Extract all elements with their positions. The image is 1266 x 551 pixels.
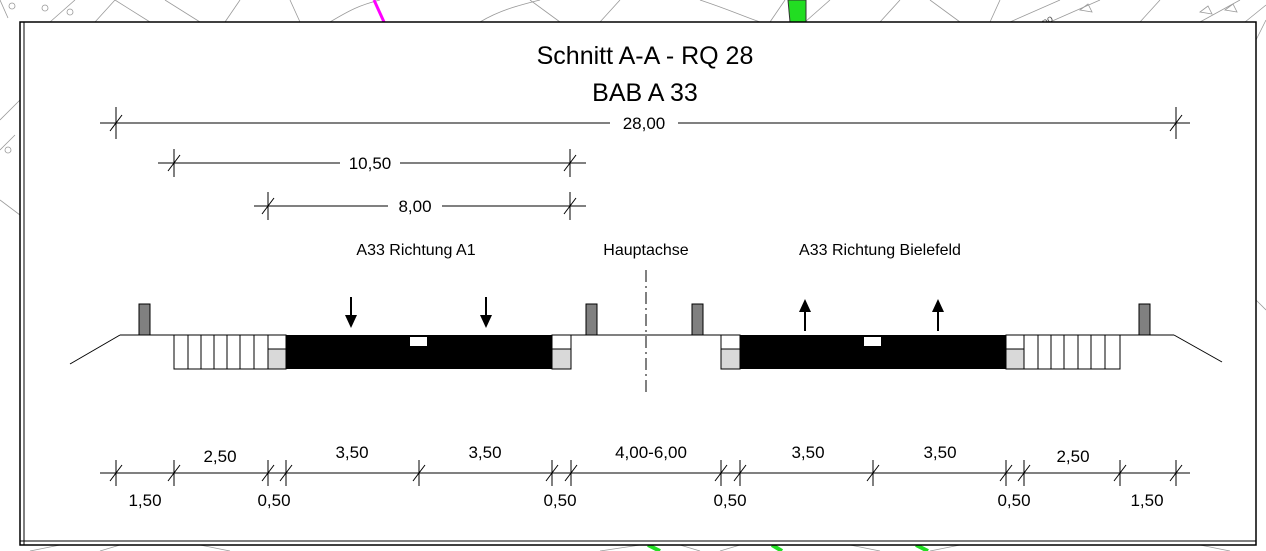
dim-bottom-3-50-b: 3,50 bbox=[468, 443, 501, 462]
direction-arrow-down-1 bbox=[345, 297, 357, 328]
dim-bottom-2-50-left: 2,50 bbox=[203, 447, 236, 466]
dimension-10-50: 10,50 bbox=[349, 154, 392, 173]
post-right-median bbox=[691, 303, 704, 336]
bottom-dimensions bbox=[100, 460, 1190, 486]
dim-bottom-3-50-d: 3,50 bbox=[923, 443, 956, 462]
dim-bottom-median: 4,00-6,00 bbox=[615, 443, 687, 462]
dim-bottom-1-50-right: 1,50 bbox=[1130, 491, 1163, 510]
dim-bottom-0-50-c: 0,50 bbox=[713, 491, 746, 510]
dim-bottom-0-50-d: 0,50 bbox=[997, 491, 1030, 510]
section-title: Schnitt A-A - RQ 28 bbox=[537, 42, 754, 70]
left-lane-marking bbox=[410, 337, 427, 346]
dim-bottom-3-50-a: 3,50 bbox=[335, 443, 368, 462]
dim-bottom-3-50-c: 3,50 bbox=[791, 443, 824, 462]
right-hard-shoulder bbox=[1023, 334, 1121, 370]
label-center-axis: Hauptachse bbox=[603, 242, 688, 259]
dimension-8-00: 8,00 bbox=[398, 197, 431, 216]
label-left-carriageway: A33 Richtung A1 bbox=[356, 242, 475, 259]
top-dimensions bbox=[100, 107, 1190, 220]
dimension-total: 28,00 bbox=[623, 114, 666, 133]
dim-bottom-0-50-a: 0,50 bbox=[257, 491, 290, 510]
background-green-line bbox=[787, 0, 807, 23]
cross-section bbox=[69, 270, 1223, 395]
direction-arrow-up-2 bbox=[932, 299, 944, 331]
right-lane-marking bbox=[864, 337, 881, 346]
direction-arrow-down-2 bbox=[480, 297, 492, 328]
background-green-line-bottom bbox=[647, 543, 929, 551]
left-embankment bbox=[69, 334, 121, 365]
drawing-frame bbox=[19, 21, 1257, 546]
left-hard-shoulder bbox=[173, 334, 269, 370]
section-subtitle: BAB A 33 bbox=[592, 79, 698, 107]
post-left-median bbox=[585, 303, 598, 336]
dim-bottom-2-50-right: 2,50 bbox=[1056, 447, 1089, 466]
post-right-outer bbox=[1138, 303, 1151, 336]
direction-arrow-up-1 bbox=[799, 299, 811, 331]
post-left-outer bbox=[138, 303, 151, 336]
background-magenta-line bbox=[372, 0, 386, 23]
dim-bottom-1-50-left: 1,50 bbox=[128, 491, 161, 510]
right-embankment bbox=[1173, 334, 1223, 363]
label-right-carriageway: A33 Richtung Bielefeld bbox=[799, 242, 961, 259]
dim-bottom-0-50-b: 0,50 bbox=[543, 491, 576, 510]
